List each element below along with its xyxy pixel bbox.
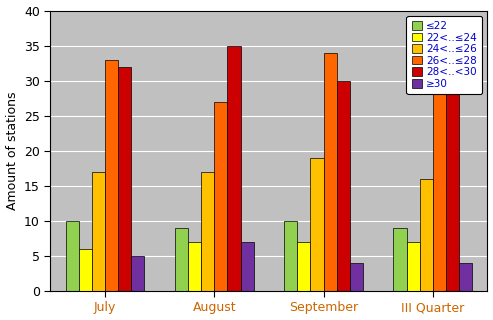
Bar (297, 242, 311, 291)
Bar (188, 242, 201, 291)
Bar (131, 256, 144, 291)
Bar (66, 221, 79, 291)
Bar (459, 263, 472, 291)
Bar (350, 263, 363, 291)
Bar (92, 172, 105, 291)
Bar (284, 221, 297, 291)
Legend: ≤22, 22<..≤24, 24<..≤26, 26<..≤28, 28<..<30, ≥30: ≤22, 22<..≤24, 24<..≤26, 26<..≤28, 28<..… (407, 16, 482, 94)
Bar (105, 60, 118, 291)
Bar (175, 228, 188, 291)
Bar (201, 172, 214, 291)
Bar (311, 158, 323, 291)
Bar (323, 52, 337, 291)
Bar (433, 52, 446, 291)
Bar (337, 81, 350, 291)
Bar (393, 228, 407, 291)
Y-axis label: Amount of stations: Amount of stations (5, 92, 19, 210)
Bar (420, 179, 433, 291)
Bar (118, 67, 131, 291)
Bar (446, 52, 459, 291)
Bar (407, 242, 420, 291)
Bar (79, 249, 92, 291)
Bar (227, 46, 241, 291)
Bar (241, 242, 253, 291)
Bar (214, 102, 227, 291)
